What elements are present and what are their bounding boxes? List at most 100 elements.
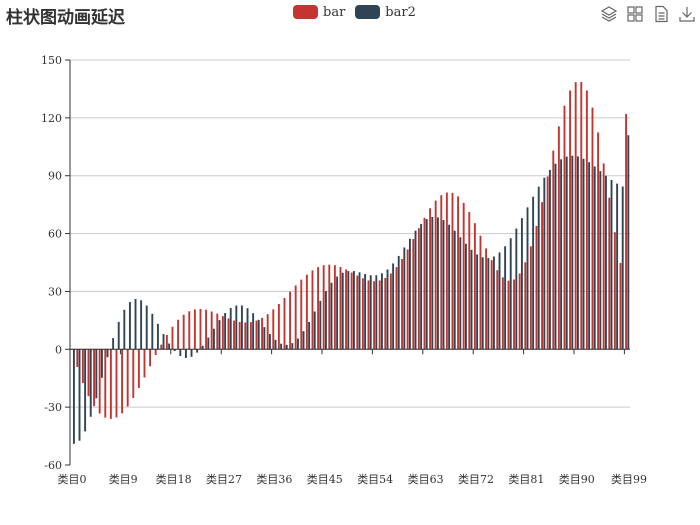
x-tick-label: 类目9 — [109, 472, 138, 486]
save-image-icon[interactable] — [678, 5, 696, 23]
bar-bar2 — [616, 183, 619, 350]
bar-bar — [535, 225, 538, 350]
bar-bar2 — [184, 349, 187, 358]
bar-bar — [591, 107, 594, 350]
bar-bar2 — [291, 343, 294, 350]
bar-bar2 — [162, 334, 165, 350]
bar-bar — [93, 349, 96, 407]
bar-bar — [602, 163, 605, 350]
legend-item-bar2[interactable]: bar2 — [355, 5, 416, 20]
bar-bar2 — [425, 219, 428, 350]
bar-bar2 — [481, 257, 484, 350]
data-view-icon[interactable] — [652, 5, 670, 23]
bar-bar2 — [448, 224, 451, 350]
x-tick-label: 类目90 — [559, 472, 595, 486]
bar-bar2 — [375, 275, 378, 350]
bar-bar2 — [364, 274, 367, 350]
bar-bar2 — [341, 272, 344, 350]
bar-bar2 — [604, 175, 607, 350]
y-tick-label: -30 — [44, 401, 62, 414]
bar-bar — [513, 279, 516, 350]
bar-bar2 — [526, 207, 529, 350]
x-tick-label: 类目36 — [256, 472, 292, 486]
bar-bar2 — [470, 249, 473, 350]
bar-bar — [406, 249, 409, 350]
bar-bar2 — [196, 349, 199, 353]
chart-title: 柱状图动画延迟 — [6, 8, 125, 28]
bar-bar — [395, 267, 398, 350]
bar-bar — [496, 270, 499, 350]
bar-bar — [328, 264, 331, 350]
bar-bar — [569, 90, 572, 350]
bar-bar — [507, 280, 510, 350]
bar-bar2 — [543, 177, 546, 350]
bar-bar — [557, 126, 560, 350]
bar-bar2 — [112, 338, 115, 350]
bar-bar — [104, 349, 107, 418]
bar-bar2 — [627, 135, 630, 350]
bar-bar2 — [302, 331, 305, 350]
bar-bar2 — [89, 349, 92, 417]
bar-bar — [412, 238, 415, 350]
bar-bar2 — [392, 263, 395, 350]
bar-bar — [339, 266, 342, 350]
bar-bar — [345, 269, 348, 350]
y-tick-label: 90 — [48, 170, 62, 183]
bar-bar2 — [156, 323, 159, 350]
bar-bar — [574, 82, 577, 350]
bar-bar — [221, 316, 224, 350]
bar-bar2 — [599, 171, 602, 350]
bar-bar2 — [212, 328, 215, 350]
bar-bar — [233, 320, 236, 350]
bar-bar — [333, 265, 336, 350]
bar-bar — [457, 196, 460, 350]
bar-bar2 — [453, 230, 456, 350]
bar-bar — [238, 321, 241, 350]
bar-bar2 — [537, 186, 540, 350]
bar-bar — [205, 309, 208, 350]
x-tick-label: 类目18 — [156, 472, 192, 486]
bar-bar — [121, 349, 124, 414]
bar-bar2 — [436, 217, 439, 350]
bar-bar2 — [229, 308, 232, 350]
bar-bar — [266, 314, 269, 350]
legend-label-bar: bar — [323, 4, 346, 20]
bar-bar2 — [201, 345, 204, 350]
bar-bar2 — [610, 179, 613, 350]
bar-bar — [552, 150, 555, 350]
bar-bar2 — [257, 319, 260, 350]
bar-bar2 — [408, 238, 411, 350]
bar-bar2 — [560, 159, 563, 350]
y-tick-label: 30 — [48, 285, 62, 298]
x-tick-label: 类目72 — [458, 472, 494, 486]
bar-bar — [445, 192, 448, 350]
bar-bar — [277, 303, 280, 350]
magic-type-icon[interactable] — [600, 5, 618, 23]
x-tick-label: 类目99 — [611, 472, 647, 486]
bar-bar — [177, 319, 180, 350]
bar-bar — [244, 322, 247, 350]
toolbox — [600, 5, 696, 23]
bar-bar — [350, 272, 353, 350]
bar-bar — [317, 267, 320, 350]
bar-bar — [261, 317, 264, 350]
legend-item-bar[interactable]: bar — [293, 5, 345, 20]
bar-bar — [289, 291, 292, 350]
bar-bar2 — [151, 313, 154, 350]
bar-bar — [356, 275, 359, 350]
bar-bar2 — [128, 302, 131, 350]
bar-bar — [137, 349, 140, 389]
bar-bar2 — [515, 228, 518, 350]
legend-label-bar2: bar2 — [385, 4, 416, 20]
bar-bar — [541, 202, 544, 350]
bar-bar — [81, 349, 84, 384]
bar-bar — [546, 176, 549, 350]
bar-bar2 — [464, 243, 467, 350]
bar-bar2 — [498, 252, 501, 350]
bar-bar2 — [414, 230, 417, 350]
bar-bar — [132, 349, 135, 399]
data-zoom-icon[interactable] — [626, 5, 644, 23]
bar-bar — [87, 349, 90, 397]
bar-bar2 — [492, 256, 495, 350]
